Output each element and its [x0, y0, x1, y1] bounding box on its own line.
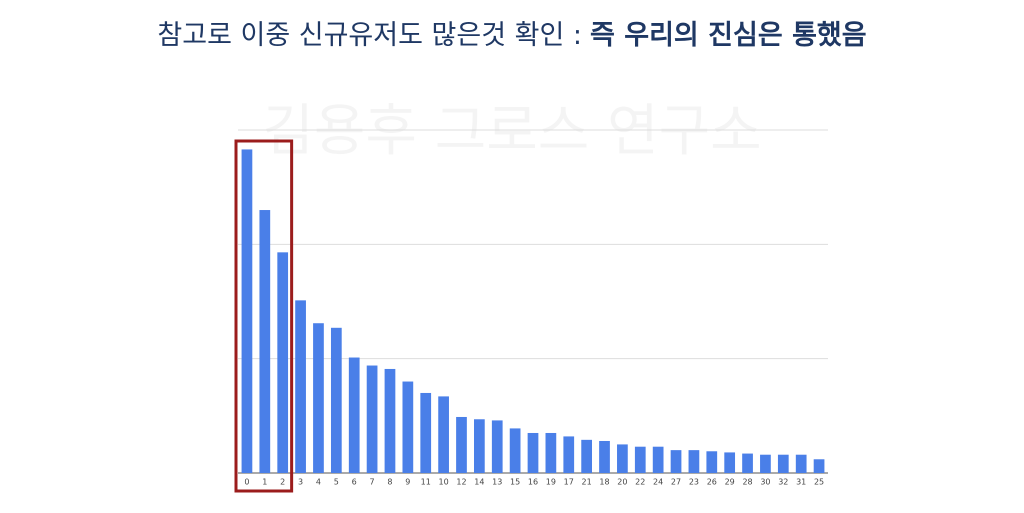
x-tick-label: 24 [653, 478, 663, 487]
bar [527, 432, 539, 473]
x-tick-label: 19 [546, 478, 556, 487]
x-tick-label: 26 [707, 478, 717, 487]
bar [366, 365, 378, 473]
bar [742, 453, 753, 473]
x-tick-label: 32 [778, 478, 788, 487]
x-tick-label: 13 [492, 478, 502, 487]
bar [599, 440, 610, 473]
bar [813, 459, 825, 473]
bar [241, 149, 253, 474]
bar [384, 368, 396, 473]
bar [670, 450, 682, 473]
x-tick-label: 6 [352, 478, 357, 487]
bar [634, 446, 646, 473]
bar [724, 452, 736, 473]
x-tick-label: 14 [474, 478, 484, 487]
bar [474, 419, 485, 473]
x-tick-label: 20 [617, 478, 627, 487]
x-tick-label: 21 [582, 478, 592, 487]
bar [330, 327, 342, 473]
x-tick-label: 9 [405, 478, 410, 487]
x-tick-label: 27 [671, 478, 681, 487]
bar [348, 357, 360, 473]
x-tick-label: 15 [510, 478, 520, 487]
bar [491, 420, 503, 473]
bar [760, 454, 771, 473]
bar [777, 454, 789, 473]
bar [652, 446, 664, 473]
title-lead: 참고로 이중 신규유저도 많은것 확인 : [157, 20, 582, 51]
chart: 0 1 2 3 4 5 6 7 8 9 11 10 12 14 13 15 16 19 17 21 18 20 22 24 27… [234, 129, 828, 493]
x-tick-label: 12 [456, 478, 466, 487]
bar [438, 396, 449, 473]
x-tick-label: 28 [742, 478, 752, 487]
bar [706, 451, 718, 473]
bar [313, 323, 324, 473]
x-tick-label: 18 [599, 478, 609, 487]
x-tick-label: 17 [564, 478, 574, 487]
title-emphasis: 즉 우리의 진심은 통했음 [590, 20, 867, 51]
x-tick-label: 16 [528, 478, 538, 487]
slide-title: 참고로 이중 신규유저도 많은것 확인 : 즉 우리의 진심은 통했음 [157, 20, 866, 51]
x-tick-label: 25 [814, 478, 824, 487]
bar [563, 436, 575, 473]
bar [795, 454, 807, 473]
x-tick-label: 11 [421, 478, 431, 487]
highlight-box [234, 139, 294, 493]
bar [277, 252, 289, 473]
bar [617, 444, 628, 473]
bar [688, 450, 700, 473]
x-tick-label: 0 [244, 478, 249, 487]
x-tick-label: 5 [334, 478, 339, 487]
bar [581, 439, 592, 473]
x-tick-label: 29 [725, 478, 735, 487]
watermark: 김용후 그로스 연구소 [262, 99, 761, 164]
x-tick-label: 1 [262, 478, 267, 487]
x-tick-label: 31 [796, 478, 806, 487]
x-tick-label: 2 [280, 478, 285, 487]
bar [295, 300, 306, 473]
x-tick-label: 30 [760, 478, 770, 487]
x-tick-label: 8 [387, 478, 392, 487]
bar [420, 392, 432, 473]
bar [259, 210, 271, 474]
bar [402, 381, 414, 473]
x-tick-label: 4 [316, 478, 321, 487]
bar [456, 416, 467, 473]
bar [545, 432, 557, 473]
x-tick-label: 10 [439, 478, 449, 487]
x-tick-label: 22 [635, 478, 645, 487]
bar [509, 428, 521, 473]
x-tick-label: 23 [689, 478, 699, 487]
x-tick-label: 7 [370, 478, 375, 487]
x-tick-label: 3 [298, 478, 303, 487]
